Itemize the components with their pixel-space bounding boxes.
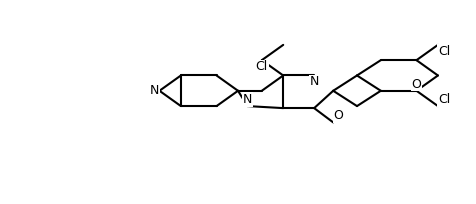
Text: N: N <box>150 84 159 97</box>
Text: O: O <box>412 78 421 91</box>
Text: N: N <box>243 93 252 106</box>
Text: Cl: Cl <box>438 45 450 58</box>
Text: N: N <box>309 75 319 89</box>
Text: O: O <box>333 109 343 122</box>
Text: Cl: Cl <box>256 60 268 73</box>
Text: Cl: Cl <box>438 93 450 106</box>
